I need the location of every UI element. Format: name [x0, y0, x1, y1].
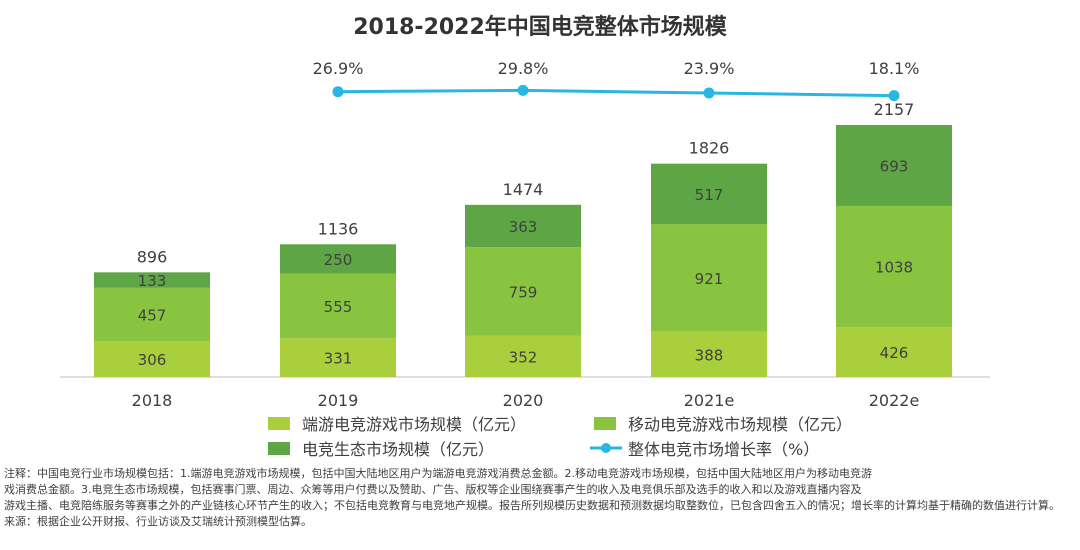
- x-tick-label: 2022e: [869, 391, 920, 410]
- bar-segment-2022e-s1: [836, 327, 952, 377]
- bar-value-label: 921: [695, 270, 724, 288]
- growth-label: 29.8%: [498, 59, 549, 78]
- legend-ecosystem-swatch: [268, 442, 290, 455]
- bar-value-label: 693: [880, 157, 909, 175]
- bar-value-label: 363: [509, 218, 538, 236]
- legend-pc-esports-swatch: [268, 417, 290, 430]
- bar-value-label: 250: [324, 251, 353, 269]
- bar-segment-2018-s3: [94, 272, 210, 288]
- bar-total-label: 2157: [874, 100, 915, 119]
- growth-label: 23.9%: [684, 59, 735, 78]
- bar-segment-2018-s1: [94, 341, 210, 377]
- bar-value-label: 426: [880, 344, 909, 362]
- bar-total-label: 1136: [318, 219, 359, 238]
- x-tick-label: 2018: [132, 391, 173, 410]
- source-line: 来源：根据企业公开财报、行业访谈及艾瑞统计预测模型估算。: [4, 515, 312, 528]
- x-tick-label: 2019: [318, 391, 359, 410]
- legend: 端游电竞游戏市场规模（亿元） 移动电竞游戏市场规模（亿元） 电竞生态市场规模（亿元）…: [268, 415, 852, 459]
- bar-value-label: 388: [695, 346, 724, 364]
- bar-value-label: 133: [138, 272, 167, 290]
- chart-title: 2018-2022年中国电竞整体市场规模: [353, 14, 728, 40]
- bar-value-label: 1038: [875, 259, 913, 277]
- growth-point: [517, 84, 529, 96]
- x-tick-label: 2021e: [684, 391, 735, 410]
- bar-value-label: 331: [324, 350, 353, 368]
- bar-segment-2020-s1: [465, 335, 581, 377]
- bar-segment-2022e-s3: [836, 125, 952, 206]
- bar-total-label: 1474: [503, 180, 544, 199]
- growth-label: 18.1%: [869, 59, 920, 78]
- bar-segment-2018-s2: [94, 287, 210, 342]
- note-line-3: 游戏主播、电竞陪练服务等赛事之外的产业链核心环节产生的收入；不包括电竞教育与电竞…: [4, 499, 1060, 512]
- bar-value-label: 306: [138, 351, 167, 369]
- legend-growth-rate-label: 整体电竞市场增长率（%）: [628, 440, 819, 459]
- legend-ecosystem-label: 电竞生态市场规模（亿元）: [302, 440, 494, 459]
- bar-segment-2020-s3: [465, 204, 581, 248]
- bar-segment-2021e-s1: [651, 331, 767, 377]
- legend-mobile-esports-label: 移动电竞游戏市场规模（亿元）: [628, 415, 852, 434]
- bar-group: 306 457 133 896 2018 331 555 250 1136 2019 352 759 3…: [94, 100, 952, 410]
- bar-segment-2021e-s2: [651, 224, 767, 332]
- bar-value-label: 517: [695, 186, 724, 204]
- legend-mobile-esports-swatch: [594, 417, 616, 430]
- bar-total-label: 1826: [689, 139, 730, 158]
- x-tick-label: 2020: [503, 391, 544, 410]
- legend-growth-rate-swatch-dot: [601, 443, 611, 453]
- note-line-2: 戏消费总金额。3.电竞生态市场规模，包括赛事门票、周边、众筹等用户付费以及赞助、…: [4, 483, 862, 496]
- growth-point: [703, 87, 715, 99]
- bar-segment-2022e-s2: [836, 205, 952, 328]
- note-line-1: 注释：中国电竞行业市场规模包括：1.端游电竞游戏市场规模，包括中国大陆地区用户为…: [4, 467, 872, 480]
- bar-value-label: 457: [138, 307, 167, 325]
- bar-value-label: 759: [509, 284, 538, 302]
- growth-point: [332, 86, 344, 98]
- growth-label: 26.9%: [313, 59, 364, 78]
- bar-value-label: 555: [324, 298, 353, 316]
- bar-segment-2020-s2: [465, 247, 581, 336]
- bar-segment-2019-s2: [280, 273, 396, 339]
- bar-value-label: 352: [509, 348, 538, 366]
- bar-total-label: 896: [137, 247, 168, 266]
- growth-line: [337, 88, 895, 98]
- growth-point: [888, 90, 900, 102]
- growth-line-group: 26.9% 29.8% 23.9% 18.1%: [313, 59, 920, 102]
- footnotes: 注释：中国电竞行业市场规模包括：1.端游电竞游戏市场规模，包括中国大陆地区用户为…: [4, 466, 1076, 530]
- bar-segment-2019-s1: [280, 338, 396, 377]
- legend-pc-esports-label: 端游电竞游戏市场规模（亿元）: [302, 415, 526, 434]
- bar-segment-2019-s3: [280, 244, 396, 274]
- bar-segment-2021e-s3: [651, 163, 767, 225]
